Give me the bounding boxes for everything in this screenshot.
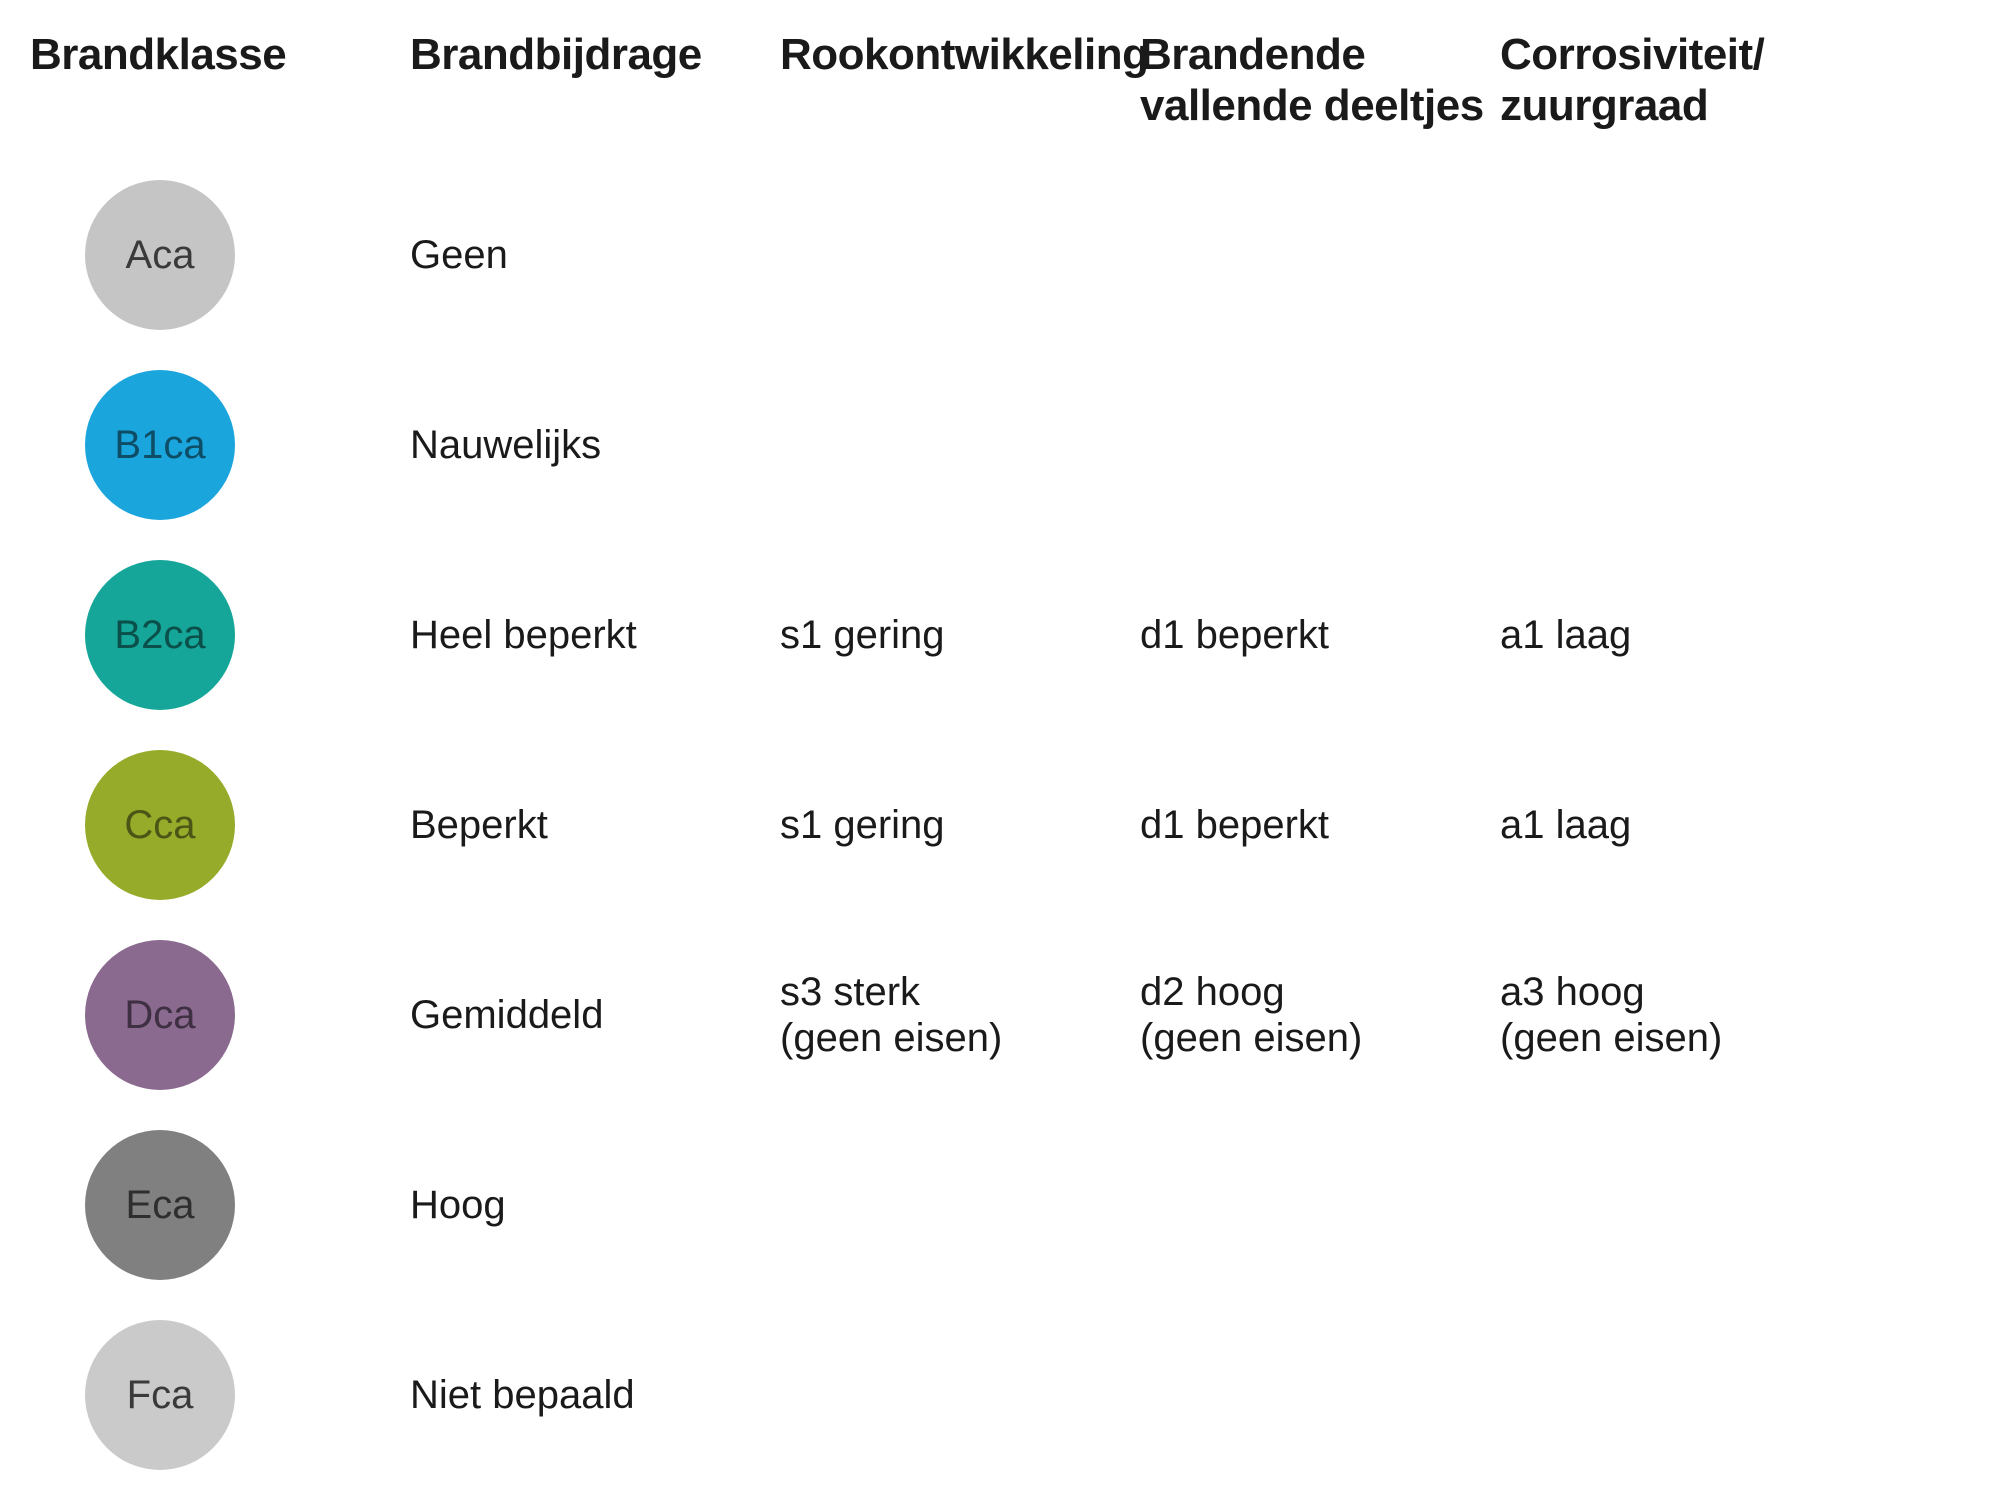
table-row-badge-cell: Dca	[30, 920, 410, 1110]
table-row-badge-cell: Cca	[30, 730, 410, 920]
table-cell-corrosiviteit: a1 laag	[1500, 540, 1800, 730]
class-badge-eca: Eca	[85, 1130, 235, 1280]
table-cell-deeltjes	[1140, 160, 1500, 350]
table-cell-deeltjes	[1140, 350, 1500, 540]
table-cell-corrosiviteit	[1500, 350, 1800, 540]
table-cell-deeltjes: d2 hoog (geen eisen)	[1140, 920, 1500, 1110]
table-cell-corrosiviteit	[1500, 1110, 1800, 1300]
col-header-brandende-deeltjes: Brandende vallende deeltjes	[1140, 30, 1500, 160]
fire-class-table: Brandklasse Brandbijdrage Rookontwikkeli…	[30, 30, 1960, 1490]
table-cell-rook	[780, 1300, 1140, 1490]
table-cell-rook: s1 gering	[780, 540, 1140, 730]
col-header-brandklasse: Brandklasse	[30, 30, 410, 160]
table-cell-brandbijdrage: Heel beperkt	[410, 540, 780, 730]
table-cell-deeltjes	[1140, 1110, 1500, 1300]
table-cell-brandbijdrage: Hoog	[410, 1110, 780, 1300]
table-cell-deeltjes	[1140, 1300, 1500, 1490]
table-cell-brandbijdrage: Nauwelijks	[410, 350, 780, 540]
class-badge-cca: Cca	[85, 750, 235, 900]
table-cell-rook: s3 sterk (geen eisen)	[780, 920, 1140, 1110]
fire-class-table-page: Brandklasse Brandbijdrage Rookontwikkeli…	[0, 0, 2000, 1457]
table-cell-rook: s1 gering	[780, 730, 1140, 920]
table-cell-rook	[780, 350, 1140, 540]
table-cell-corrosiviteit	[1500, 1300, 1800, 1490]
table-row-badge-cell: Eca	[30, 1110, 410, 1300]
table-cell-brandbijdrage: Gemiddeld	[410, 920, 780, 1110]
table-row-badge-cell: B1ca	[30, 350, 410, 540]
class-badge-fca: Fca	[85, 1320, 235, 1470]
table-cell-rook	[780, 160, 1140, 350]
table-cell-brandbijdrage: Niet bepaald	[410, 1300, 780, 1490]
table-cell-brandbijdrage: Beperkt	[410, 730, 780, 920]
table-cell-brandbijdrage: Geen	[410, 160, 780, 350]
table-row-badge-cell: B2ca	[30, 540, 410, 730]
col-header-rookontwikkeling: Rookontwikkeling	[780, 30, 1140, 160]
table-cell-corrosiviteit	[1500, 160, 1800, 350]
col-header-brandbijdrage: Brandbijdrage	[410, 30, 780, 160]
table-cell-corrosiviteit: a3 hoog (geen eisen)	[1500, 920, 1800, 1110]
class-badge-b2ca: B2ca	[85, 560, 235, 710]
table-cell-rook	[780, 1110, 1140, 1300]
table-cell-deeltjes: d1 beperkt	[1140, 540, 1500, 730]
col-header-corrosiviteit: Corrosiviteit/ zuurgraad	[1500, 30, 1800, 160]
table-cell-corrosiviteit: a1 laag	[1500, 730, 1800, 920]
table-row-badge-cell: Aca	[30, 160, 410, 350]
class-badge-dca: Dca	[85, 940, 235, 1090]
class-badge-aca: Aca	[85, 180, 235, 330]
class-badge-b1ca: B1ca	[85, 370, 235, 520]
table-cell-deeltjes: d1 beperkt	[1140, 730, 1500, 920]
table-row-badge-cell: Fca	[30, 1300, 410, 1490]
